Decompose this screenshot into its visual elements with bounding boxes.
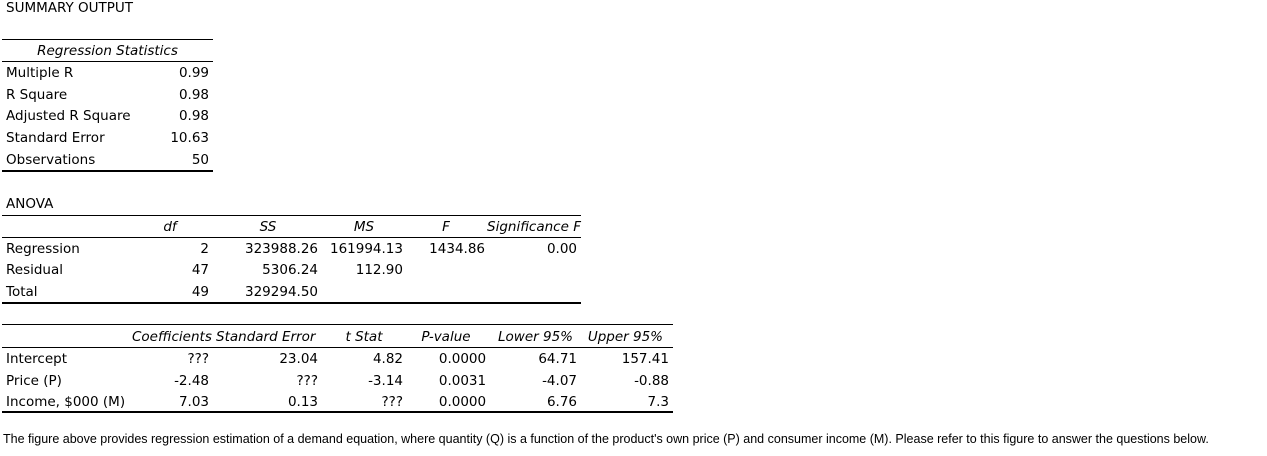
anova-header-significance-f: Significance F <box>487 219 581 235</box>
coef-cell-p-value: 0.0000 <box>438 394 487 410</box>
coef-row-label: Price (P) <box>6 373 62 389</box>
coef-cell-t-stat: ??? <box>381 394 404 410</box>
anova-cell-f: 1434.86 <box>429 241 485 257</box>
coef-cell-upper-95: 157.41 <box>621 351 669 367</box>
coef-row-label: Intercept <box>6 351 67 367</box>
anova-header-f: F <box>442 219 450 235</box>
stat-label-standard-error: Standard Error <box>6 130 105 146</box>
anova-title: ANOVA <box>6 196 54 212</box>
coef-cell-standard-error: 23.04 <box>279 351 318 367</box>
coef-cell-p-value: 0.0031 <box>438 373 487 389</box>
anova-row-label: Residual <box>6 262 64 278</box>
anova-cell-ss: 5306.24 <box>262 262 318 278</box>
coef-header-t-stat: t Stat <box>345 329 383 345</box>
coef-top-border <box>2 324 673 325</box>
stat-value-standard-error: 10.63 <box>170 130 209 146</box>
coef-header-coefficients: Coefficients <box>132 329 212 345</box>
anova-top-border <box>2 215 581 216</box>
anova-cell-ss: 323988.26 <box>245 241 319 257</box>
stat-value-multiple-r: 0.99 <box>178 65 209 81</box>
coef-cell-coefficient: 7.03 <box>178 394 209 410</box>
coef-cell-upper-95: 7.3 <box>647 394 669 410</box>
coef-bottom-border <box>2 411 673 413</box>
anova-cell-significance: 0.00 <box>546 241 577 257</box>
anova-cell-ms: 112.90 <box>355 262 403 278</box>
coef-cell-lower-95: -4.07 <box>542 373 577 389</box>
stat-label-adjusted-r-square: Adjusted R Square <box>6 108 131 124</box>
table-top-border <box>2 39 213 40</box>
anova-row-label: Total <box>6 284 38 300</box>
anova-header-underline <box>2 237 581 238</box>
anova-bottom-border <box>2 302 581 304</box>
header-underline <box>2 61 213 62</box>
coef-header-underline <box>2 347 673 348</box>
anova-header-ms: MS <box>353 219 375 235</box>
coef-cell-lower-95: 64.71 <box>538 351 577 367</box>
coef-header-lower-95: Lower 95% <box>498 329 573 345</box>
anova-cell-df: 47 <box>191 262 209 278</box>
coef-cell-t-stat: -3.14 <box>368 373 403 389</box>
coef-header-standard-error: Standard Error <box>216 329 316 345</box>
coef-cell-p-value: 0.0000 <box>438 351 487 367</box>
anova-cell-ss: 329294.50 <box>245 284 319 300</box>
anova-cell-ms: 161994.13 <box>329 241 403 257</box>
anova-cell-df: 2 <box>200 241 209 257</box>
stat-label-observations: Observations <box>6 152 96 168</box>
stat-value-r-square: 0.98 <box>178 87 209 103</box>
anova-header-df: df <box>163 219 177 235</box>
coef-row-label: Income, $000 (M) <box>6 394 126 410</box>
coef-cell-t-stat: 4.82 <box>372 351 403 367</box>
stat-value-adjusted-r-square: 0.98 <box>178 108 209 124</box>
stat-label-multiple-r: Multiple R <box>6 65 74 81</box>
coef-cell-coefficient: -2.48 <box>174 373 209 389</box>
figure-caption: The figure above provides regression est… <box>3 432 1209 446</box>
anova-cell-df: 49 <box>191 284 209 300</box>
stat-label-r-square: R Square <box>6 87 68 103</box>
coef-cell-upper-95: -0.88 <box>634 373 669 389</box>
regression-statistics-header: Regression Statistics <box>37 43 178 59</box>
coef-header-upper-95: Upper 95% <box>587 329 663 345</box>
coef-cell-coefficient: ??? <box>187 351 210 367</box>
table-bottom-border <box>2 170 213 172</box>
coef-header-p-value: P-value <box>421 329 471 345</box>
coef-cell-standard-error: ??? <box>296 373 319 389</box>
coef-cell-standard-error: 0.13 <box>287 394 318 410</box>
anova-row-label: Regression <box>6 241 80 257</box>
coef-cell-lower-95: 6.76 <box>546 394 577 410</box>
anova-header-ss: SS <box>259 219 277 235</box>
summary-output-title: SUMMARY OUTPUT <box>6 0 134 16</box>
stat-value-observations: 50 <box>191 152 209 168</box>
